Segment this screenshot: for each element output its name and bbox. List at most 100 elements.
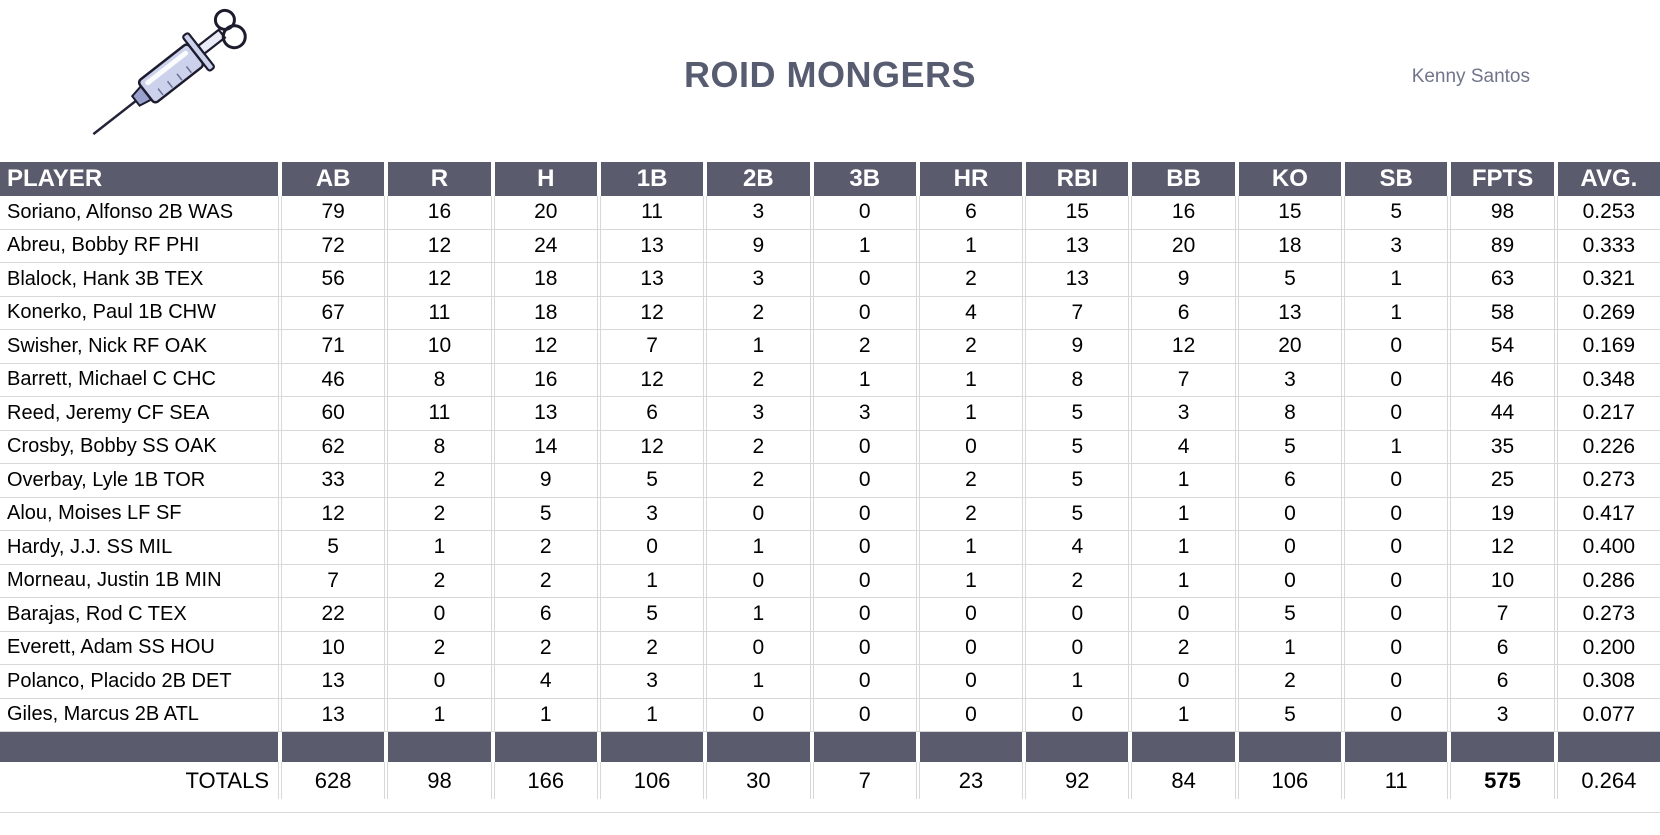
stat-cell: 22 — [282, 598, 385, 632]
stat-cell: 2 — [707, 464, 810, 498]
column-gap — [915, 564, 920, 598]
stat-cell: 5 — [1345, 196, 1448, 230]
column-header-ko: KO — [1238, 162, 1342, 196]
table-row: Barrett, Michael C CHC 46 8 16 12 2 1 1 8 7 3 0 46 0.… — [0, 363, 1660, 397]
stat-cell: 8 — [388, 364, 491, 397]
column-gap — [596, 497, 601, 531]
stat-cell: 1 — [919, 364, 1023, 397]
column-gap — [384, 363, 389, 397]
column-gap — [1234, 263, 1239, 297]
stat-cell: 1 — [1345, 431, 1448, 464]
column-gap — [1341, 196, 1346, 230]
player-cell: Soriano, Alfonso 2B WAS — [0, 196, 278, 230]
column-gap — [915, 631, 920, 665]
stat-cell: 0.417 — [1557, 498, 1660, 531]
column-gap — [809, 196, 814, 230]
total-cell: 11 — [1384, 767, 1408, 793]
column-gap — [596, 196, 601, 230]
column-gap — [915, 665, 920, 699]
stat-cell: 0 — [1345, 565, 1448, 598]
column-gap — [703, 564, 708, 598]
stat-cell: 3 — [1132, 397, 1235, 431]
stat-cell: 0 — [919, 632, 1023, 665]
stat-cell: 5 — [600, 464, 704, 498]
column-gap — [1128, 762, 1133, 799]
column-gap — [1234, 564, 1239, 598]
stat-cell: 0.077 — [1557, 699, 1660, 732]
totals-label: TOTALS — [185, 767, 269, 793]
stat-cell: 5 — [1238, 263, 1342, 297]
column-gap — [596, 162, 601, 196]
stat-cell: 0.321 — [1557, 263, 1660, 297]
stat-cell: 56 — [282, 263, 385, 297]
stat-cell: 0 — [1345, 665, 1448, 699]
column-gap — [596, 762, 601, 799]
column-gap — [703, 631, 708, 665]
column-gap — [703, 665, 708, 699]
column-header-fpts: FPTS — [1451, 162, 1554, 196]
stat-cell: 4 — [494, 665, 597, 699]
separator-cell — [707, 732, 810, 762]
stat-cell: 0 — [600, 531, 704, 565]
stat-cell: 0 — [388, 665, 491, 699]
stat-cell: 2 — [919, 330, 1023, 364]
table-row: Abreu, Bobby RF PHI 72 12 24 13 9 1 1 13 20 18 3 89 0… — [0, 229, 1660, 263]
stat-cell: 12 — [388, 263, 491, 297]
stat-cell: 0 — [813, 431, 916, 464]
column-gap — [703, 263, 708, 297]
column-gap — [384, 162, 389, 196]
stat-cell: 0.253 — [1557, 196, 1660, 230]
stat-cell: 1 — [388, 531, 491, 565]
separator-cell — [494, 732, 597, 762]
table-row: Barajas, Rod C TEX 22 0 6 5 1 0 0 0 0 5 0 7 0.273 — [0, 598, 1660, 632]
separator-cell — [600, 732, 704, 762]
stat-cell: 0 — [813, 464, 916, 498]
column-gap — [1022, 430, 1027, 464]
stat-cell: 2 — [494, 565, 597, 598]
stat-cell: 0 — [1345, 364, 1448, 397]
column-gap — [703, 363, 708, 397]
column-gap — [1022, 665, 1027, 699]
column-gap — [1553, 263, 1558, 297]
stat-cell: 0 — [813, 699, 916, 732]
stat-cell: 0 — [1026, 632, 1129, 665]
stat-cell: 0.286 — [1557, 565, 1660, 598]
stat-cell: 4 — [919, 297, 1023, 330]
column-gap — [1128, 598, 1133, 632]
table-row: Swisher, Nick RF OAK 71 10 12 7 1 2 2 9 12 20 0 54 0.… — [0, 330, 1660, 364]
stat-cell: 1 — [1345, 263, 1448, 297]
column-gap — [278, 464, 282, 498]
stat-cell: 0 — [1345, 531, 1448, 565]
column-header-avg: AVG. — [1557, 162, 1660, 196]
stat-cell: 13 — [494, 397, 597, 431]
stat-cell: 0 — [813, 632, 916, 665]
column-gap — [915, 397, 920, 431]
stat-cell: 46 — [1451, 364, 1554, 397]
column-gap — [809, 665, 814, 699]
column-gap — [1341, 732, 1346, 762]
column-gap — [1553, 229, 1558, 263]
stat-cell: 0 — [813, 297, 916, 330]
column-gap — [915, 330, 920, 364]
column-gap — [384, 665, 389, 699]
column-gap — [809, 162, 814, 196]
separator-cell — [919, 732, 1023, 762]
stat-cell: 6 — [1238, 464, 1342, 498]
column-gap — [1234, 330, 1239, 364]
column-gap — [809, 497, 814, 531]
stat-cell: 1 — [707, 665, 810, 699]
column-gap — [703, 497, 708, 531]
stat-cell: 0 — [919, 431, 1023, 464]
stat-cell: 0 — [1345, 498, 1448, 531]
column-gap — [1447, 531, 1452, 565]
column-gap — [1341, 762, 1346, 799]
column-gap — [384, 762, 389, 799]
column-gap — [596, 430, 601, 464]
stat-cell: 8 — [1238, 397, 1342, 431]
column-gap — [703, 732, 708, 762]
column-gap — [1022, 296, 1027, 330]
stat-cell: 2 — [494, 632, 597, 665]
separator-cell — [1026, 732, 1129, 762]
stat-cell: 0.269 — [1557, 297, 1660, 330]
